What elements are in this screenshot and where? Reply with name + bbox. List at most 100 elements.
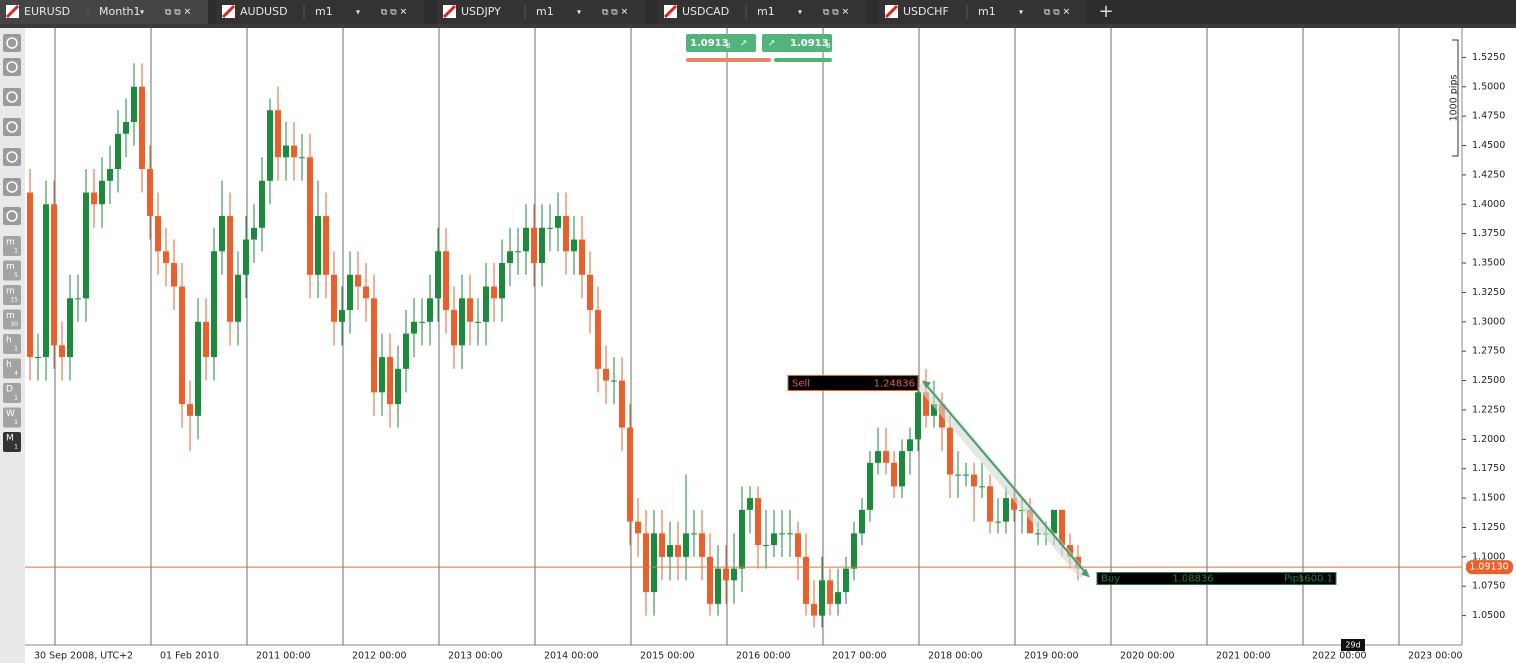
tab-period-arrow[interactable]: ▾ bbox=[577, 8, 581, 17]
period-button[interactable] bbox=[3, 285, 21, 305]
candle-body bbox=[499, 263, 505, 299]
period-unit: m bbox=[6, 287, 15, 297]
candle-body bbox=[467, 298, 473, 322]
candle-body bbox=[955, 474, 961, 476]
current-price-label: 1.09130 bbox=[1469, 562, 1508, 573]
quote-buy-bar bbox=[774, 58, 832, 62]
y-tick-label: 1.4000 bbox=[1472, 199, 1505, 210]
period-button[interactable] bbox=[3, 236, 21, 256]
period-button[interactable] bbox=[3, 309, 21, 330]
tool-button[interactable] bbox=[3, 178, 21, 196]
period-unit: W bbox=[6, 409, 15, 419]
candle-body bbox=[379, 357, 385, 393]
candle-body bbox=[931, 404, 937, 416]
tab-period-arrow[interactable]: ▾ bbox=[798, 8, 802, 17]
quote-sell-button[interactable] bbox=[686, 34, 756, 52]
candle-body bbox=[563, 216, 569, 252]
candle-body bbox=[59, 345, 65, 358]
tool-button[interactable] bbox=[3, 148, 21, 166]
candle-body bbox=[75, 298, 81, 300]
candle-body bbox=[131, 86, 137, 123]
candle-body bbox=[339, 310, 345, 322]
candle-body bbox=[699, 533, 705, 557]
tool-button[interactable] bbox=[3, 34, 21, 52]
tab[interactable] bbox=[658, 0, 866, 24]
tab[interactable] bbox=[216, 0, 424, 24]
tab-period-arrow[interactable]: ▾ bbox=[1019, 8, 1023, 17]
candle-body bbox=[651, 533, 657, 593]
candle-body bbox=[691, 533, 697, 535]
tab-symbol[interactable]: USDJPY bbox=[461, 5, 501, 18]
period-count: 1 bbox=[14, 395, 18, 402]
tab[interactable] bbox=[879, 0, 1087, 24]
buy-order-box[interactable] bbox=[1096, 572, 1337, 586]
tab-tools[interactable]: ⧉ ⧉ ✕ bbox=[1044, 8, 1070, 18]
period-count: 1 bbox=[14, 248, 18, 255]
candle-body bbox=[395, 368, 401, 405]
tab-tools[interactable]: ⧉ ⧉ ✕ bbox=[823, 8, 849, 18]
period-button[interactable] bbox=[3, 432, 21, 452]
tab-tools[interactable]: ⧉ ⧉ ✕ bbox=[381, 8, 407, 18]
candle-body bbox=[115, 133, 121, 170]
candle-body bbox=[147, 169, 153, 217]
new-tab[interactable]: + bbox=[1098, 1, 1113, 22]
y-tick-label: 1.4500 bbox=[1472, 140, 1505, 151]
candle-body bbox=[731, 568, 737, 581]
candle-body bbox=[419, 321, 425, 323]
tool-icon bbox=[6, 91, 18, 103]
period-button[interactable] bbox=[3, 358, 21, 379]
tab-period-arrow[interactable]: ▾ bbox=[356, 8, 360, 17]
candle-body bbox=[123, 122, 129, 134]
tab-period-arrow[interactable]: ▾ bbox=[140, 8, 144, 17]
tab-period[interactable]: m1 bbox=[315, 5, 333, 18]
candle-body bbox=[603, 368, 609, 381]
sell-order-box[interactable] bbox=[787, 374, 919, 391]
period-button[interactable] bbox=[3, 383, 21, 403]
tab-period[interactable]: Month1 bbox=[99, 5, 140, 18]
tab-period[interactable]: m1 bbox=[757, 5, 775, 18]
tab-symbol[interactable]: EURUSD bbox=[24, 5, 70, 18]
tool-button[interactable] bbox=[3, 207, 21, 225]
tab-bar-border bbox=[0, 24, 1516, 28]
period-count: 30 bbox=[10, 321, 18, 328]
tab-tools[interactable]: ⧉ ⧉ ✕ bbox=[602, 8, 628, 18]
tool-icon bbox=[6, 210, 18, 222]
candle-body bbox=[707, 556, 713, 604]
current-price-box bbox=[1466, 560, 1513, 575]
tool-button[interactable] bbox=[3, 88, 21, 106]
trend-shade bbox=[918, 378, 1088, 579]
tool-button[interactable] bbox=[3, 118, 21, 136]
candle-body bbox=[915, 392, 921, 440]
candle-body bbox=[1035, 533, 1041, 535]
tab-period[interactable]: m1 bbox=[978, 5, 996, 18]
candle-body bbox=[211, 251, 217, 358]
tab-period[interactable]: m1 bbox=[536, 5, 554, 18]
period-button[interactable] bbox=[3, 260, 21, 281]
tab[interactable] bbox=[0, 0, 208, 24]
tab-symbol[interactable]: AUDUSD bbox=[240, 5, 288, 18]
y-tick-label: 1.3000 bbox=[1472, 316, 1505, 327]
candle-body bbox=[667, 545, 673, 557]
tab[interactable] bbox=[437, 0, 645, 24]
period-unit: h bbox=[6, 360, 12, 370]
tool-button[interactable] bbox=[3, 58, 21, 76]
candle-body bbox=[219, 216, 225, 252]
price-axis bbox=[1462, 28, 1516, 663]
pips-scale-label: 1000 pips bbox=[1449, 75, 1460, 122]
tab-symbol[interactable]: USDCHF bbox=[903, 5, 949, 18]
y-tick-label: 1.2000 bbox=[1472, 434, 1505, 445]
period-button[interactable] bbox=[3, 407, 21, 428]
candle-body bbox=[539, 227, 545, 264]
y-tick-label: 1.2250 bbox=[1472, 404, 1505, 415]
period-button[interactable] bbox=[3, 334, 21, 354]
y-tick-label: 1.0500 bbox=[1472, 610, 1505, 621]
candle-body bbox=[99, 180, 105, 205]
y-tick-label: 1.3500 bbox=[1472, 258, 1505, 269]
candle-body bbox=[451, 310, 457, 346]
tab-symbol[interactable]: USDCAD bbox=[682, 5, 729, 18]
y-tick-label: 1.3750 bbox=[1472, 228, 1505, 239]
quote-buy-button[interactable] bbox=[762, 34, 832, 52]
tab-tools[interactable]: ⧉ ⧉ ✕ bbox=[165, 8, 191, 18]
y-tick-label: 1.1250 bbox=[1472, 522, 1505, 533]
